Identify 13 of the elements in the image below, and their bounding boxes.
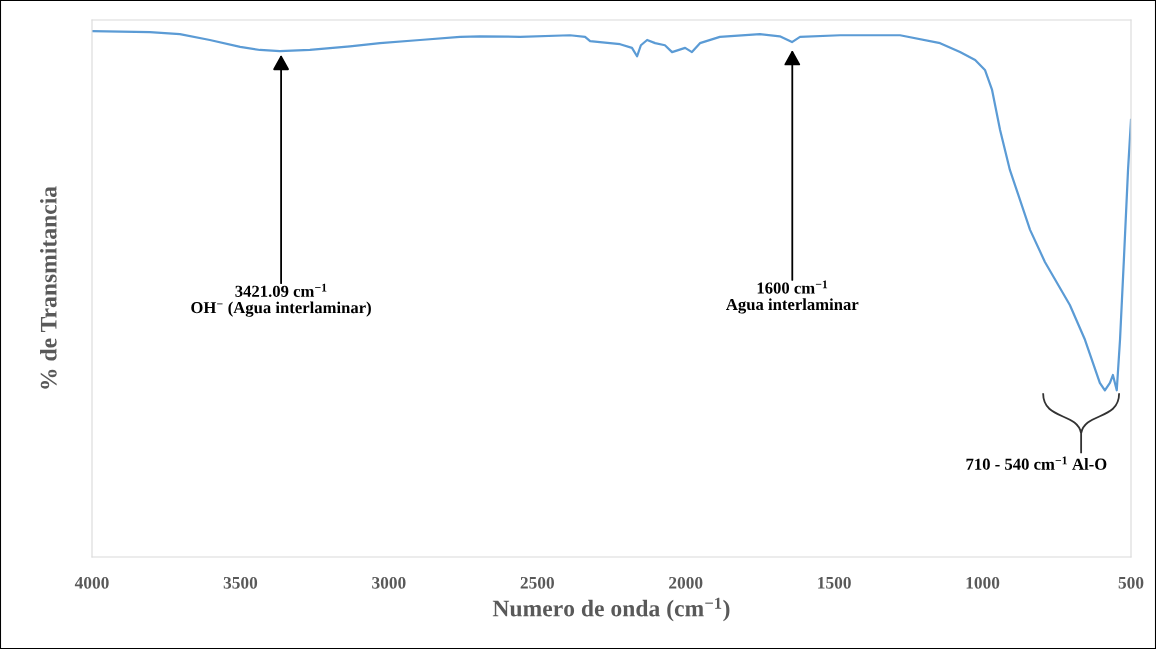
y-axis-title: % de Transmitancia (40, 186, 57, 389)
x-tick-label: 2000 (669, 576, 703, 589)
x-tick-label: 1000 (966, 576, 1000, 589)
x-tick-label: 3500 (223, 576, 258, 589)
text: 3421.09 cm$^{−1}$ OH$^{−}$ (Agua interlaminar) (191, 283, 371, 317)
annotation: 1600 cm$^{−1}$ Agua interlaminar (726, 280, 859, 314)
x-tick-label: 2500 (520, 576, 554, 589)
x-tick-label: 3000 (372, 576, 406, 589)
x-axis-title: Numero de onda (cm$^{−1}$) (492, 597, 730, 622)
annotation: 710 - 540 cm$^{−1}$ Al-O (966, 456, 1107, 470)
x-tick-label: 1500 (818, 576, 851, 589)
x-tick-label: 500 (1118, 576, 1144, 589)
x-tick-label: 4000 (74, 576, 109, 589)
